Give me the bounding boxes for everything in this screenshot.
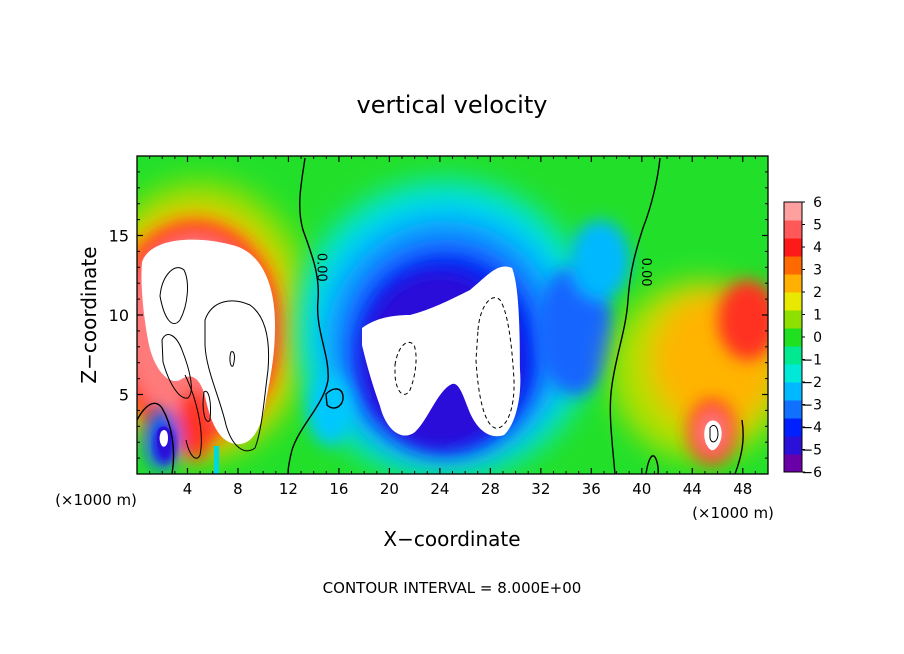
cyan-column [214, 446, 219, 474]
colorbar-segment [784, 400, 802, 419]
colorbar-segment [784, 202, 802, 221]
neg-contour-right [475, 297, 515, 429]
contour-lines [137, 157, 744, 474]
colorbar-segment [784, 292, 802, 311]
zero-contour-right [609, 157, 661, 474]
zero-contour-right-low [734, 419, 744, 474]
x-tick-label: 36 [582, 480, 601, 498]
colorbar-segment [784, 238, 802, 257]
contour-lines-thin [159, 267, 719, 459]
pos-contour-main [204, 300, 270, 452]
contour-labels: 0.00 0.00 [314, 253, 653, 287]
colorbar-segment [784, 256, 802, 275]
pos-contour-small-b [202, 390, 211, 422]
x-axis: 4 8 12 16 20 24 28 32 36 40 44 48 [149, 156, 756, 498]
colorbar-label: 0 [813, 330, 822, 346]
contour-lines-dashed [394, 297, 515, 429]
colorbar-label: −5 [801, 443, 822, 459]
x-tick-label: 44 [683, 480, 702, 498]
x-tick-label: 16 [329, 480, 348, 498]
x-tick-label: 4 [183, 480, 193, 498]
colorbar-segment [784, 418, 802, 437]
y-axis: 5 10 15 [109, 171, 768, 459]
zero-contour-blob [325, 388, 344, 409]
pos-contour-upper [159, 267, 188, 325]
colorbar-segment [784, 274, 802, 293]
y-axis-label: Z−coordinate [77, 246, 101, 383]
x-tick-label: 8 [233, 480, 243, 498]
left-bottom-white-spot [159, 430, 168, 447]
colorbar-segment [784, 454, 802, 473]
x-unit-left: (×1000 m) [55, 491, 137, 509]
colorbar-segment [784, 328, 802, 347]
chart-title: vertical velocity [357, 91, 548, 119]
colorbar-label: −1 [801, 353, 822, 369]
colorbar-segment [784, 310, 802, 329]
cyan-patch-right [570, 220, 630, 300]
colorbar-label: 5 [813, 218, 822, 234]
colorbar-label: 4 [813, 240, 822, 256]
right-red-streak [718, 280, 768, 360]
pos-contour-small-a [229, 351, 235, 367]
colorbar-label: 3 [813, 263, 822, 279]
contour-label: 0.00 [314, 253, 329, 282]
colorbar-segment [784, 220, 802, 239]
updraft-core-white [141, 239, 275, 445]
contour-interval-note: CONTOUR INTERVAL = 8.000E+00 [323, 579, 582, 597]
x-tick-label: 32 [531, 480, 550, 498]
y-tick-label: 10 [109, 306, 129, 325]
colorbar-label: −4 [801, 420, 822, 436]
x-tick-label: 24 [430, 480, 449, 498]
heatmap-field [137, 156, 768, 474]
contour-label: 0.00 [638, 258, 653, 287]
x-tick-label: 28 [481, 480, 500, 498]
x-tick-label: 40 [632, 480, 651, 498]
x-axis-label: X−coordinate [383, 527, 520, 551]
x-unit-right: (×1000 m) [692, 504, 774, 522]
zero-contour-left [287, 157, 329, 474]
colorbar-segment [784, 436, 802, 455]
x-tick-label: 20 [380, 480, 399, 498]
downdraft-core-white [362, 266, 521, 437]
colorbar-segment [784, 346, 802, 365]
y-tick-label: 5 [119, 386, 129, 405]
pos-contour-small-c [709, 424, 719, 443]
colorbar-label: 6 [813, 195, 822, 211]
colorbar-label: −3 [801, 398, 822, 414]
zero-contour-small-right [645, 455, 659, 474]
pos-contour-left-low [184, 374, 202, 459]
neg-contour-left [394, 341, 417, 395]
colorbar-label: 2 [813, 285, 822, 301]
y-tick-label: 15 [109, 227, 129, 246]
colorbar-label: −2 [801, 375, 822, 391]
colorbar-segment [784, 364, 802, 383]
colorbar-label: −6 [801, 465, 822, 481]
zero-contour-bottom-left [137, 402, 175, 474]
x-tick-label: 12 [279, 480, 298, 498]
colorbar: 6 5 4 3 2 1 0 −1 −2 −3 −4 −5 −6 [783, 195, 822, 481]
cyan-patch-left [308, 375, 352, 445]
colorbar-label: 1 [813, 308, 822, 324]
pos-contour-mid [161, 334, 192, 399]
x-tick-label: 48 [733, 480, 752, 498]
colorbar-segment [784, 382, 802, 401]
